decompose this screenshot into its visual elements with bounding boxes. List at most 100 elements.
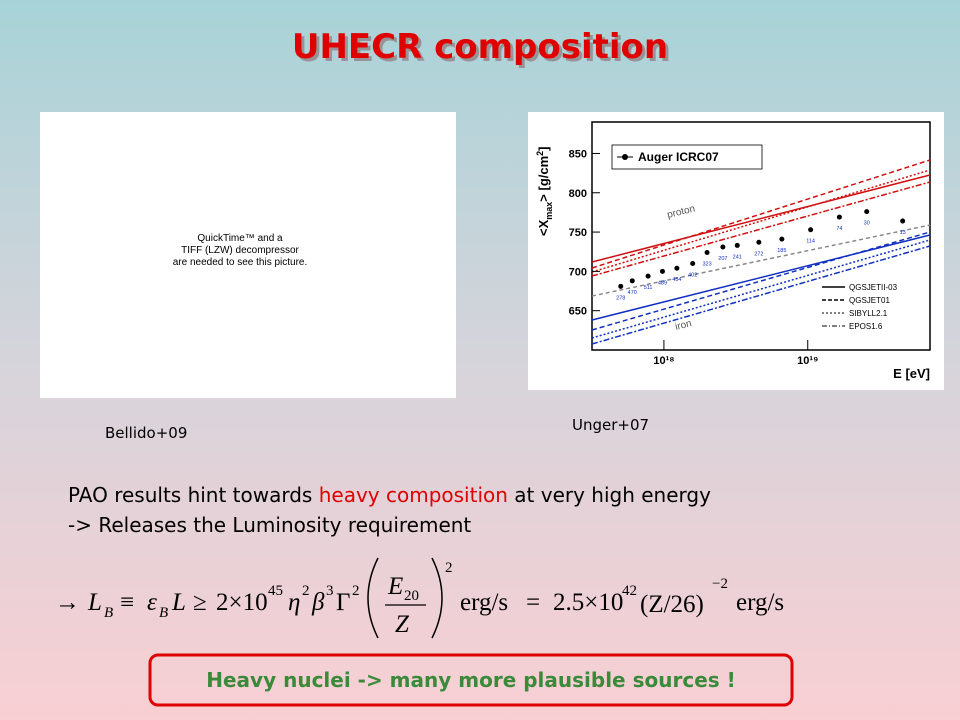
body-line: -> Releases the Luminosity requirement xyxy=(68,513,471,537)
model-line xyxy=(591,234,931,321)
point-count: 323 xyxy=(702,262,711,268)
point-count: 272 xyxy=(754,251,763,257)
point-count: 278 xyxy=(616,295,625,301)
math-symbol: β xyxy=(311,589,325,616)
point-count: 30 xyxy=(864,221,870,227)
model-line xyxy=(591,231,931,331)
point-count: 207 xyxy=(718,256,727,262)
point-count: 402 xyxy=(688,273,697,279)
placeholder-text: QuickTime™ and a xyxy=(197,233,283,244)
caption: Bellido+09 xyxy=(105,424,187,442)
y-label-part: <X xyxy=(536,219,551,236)
y-label-sup: 2 xyxy=(535,151,545,156)
model-legend-label: QGSJETII-03 xyxy=(849,283,898,292)
model-line xyxy=(591,239,931,339)
title: UHECR composition xyxy=(292,27,668,67)
legend-marker xyxy=(622,154,628,160)
model-line xyxy=(591,174,931,263)
model-legend-label: QGSJET01 xyxy=(849,296,890,305)
placeholder-text: are needed to see this picture. xyxy=(173,257,308,268)
model-line xyxy=(591,245,931,345)
math-number: 2.5×10 xyxy=(553,589,623,616)
x-tick-label: 10¹⁹ xyxy=(797,355,818,367)
data-point xyxy=(690,261,696,267)
math-superscript: 2 xyxy=(302,583,310,599)
math-symbol: E xyxy=(387,573,403,600)
body-line: PAO results hint towards heavy compositi… xyxy=(68,483,711,507)
math-symbol: Z xyxy=(395,611,410,638)
point-count: 470 xyxy=(628,290,637,296)
x-tick-label: 10¹⁸ xyxy=(653,355,674,367)
data-point xyxy=(900,218,906,224)
math-subscript: 20 xyxy=(404,588,419,604)
math-superscript: 2 xyxy=(445,560,453,576)
math-symbol: η xyxy=(288,589,300,616)
math-unit: erg/s xyxy=(460,589,508,616)
data-point xyxy=(756,239,762,245)
data-point xyxy=(659,268,665,274)
math-number: 2×10 xyxy=(216,589,268,616)
model-legend-label: EPOS1.6 xyxy=(849,322,883,331)
y-tick-label: 750 xyxy=(569,227,587,239)
y-tick-label: 800 xyxy=(569,188,587,200)
data-point xyxy=(618,283,624,289)
image-placeholder xyxy=(40,112,456,398)
body-text: at very high energy xyxy=(508,483,711,507)
data-point xyxy=(808,227,814,233)
math-symbol: L xyxy=(87,589,102,616)
y-axis-label: <Xmax> [g/cm2] xyxy=(535,146,554,236)
point-count: 74 xyxy=(836,226,842,232)
math-subscript: B xyxy=(159,605,168,621)
math-superscript: −2 xyxy=(712,576,728,592)
paren xyxy=(431,557,443,639)
math-unit: erg/s xyxy=(736,589,784,616)
math-symbol: L xyxy=(171,589,186,616)
highlight: heavy composition xyxy=(319,483,508,507)
legend-label: Auger ICRC07 xyxy=(638,150,719,164)
conclusion: Heavy nuclei -> many more plausible sour… xyxy=(206,668,736,692)
data-point xyxy=(674,265,680,271)
data-point xyxy=(836,214,842,220)
model-line xyxy=(591,159,931,269)
caption: Unger+07 xyxy=(572,416,649,434)
legend-box xyxy=(611,144,763,170)
math-superscript: 3 xyxy=(326,583,334,599)
model-line xyxy=(591,181,931,277)
y-label-part: ] xyxy=(536,146,551,150)
math-superscript: 2 xyxy=(352,583,360,599)
model-lines xyxy=(591,159,931,345)
point-count: 489 xyxy=(658,280,667,286)
math-superscript: 45 xyxy=(268,583,283,599)
data-point xyxy=(734,242,740,248)
data-point xyxy=(720,244,726,250)
data-point xyxy=(645,273,651,279)
formula: → L B ≡ ε B L ≥ 2×10 45 η 2 β 3 Γ 2 E 20… xyxy=(55,557,784,639)
data-point xyxy=(629,278,635,284)
point-count: 241 xyxy=(733,254,742,260)
plot-image: Auger ICRC07 proton iron QGSJETII-03 QGS… xyxy=(528,112,944,390)
body-text: PAO results hint towards xyxy=(68,483,319,507)
math-superscript: 42 xyxy=(622,583,637,599)
math-subscript: B xyxy=(104,605,113,621)
y-label-sub: max xyxy=(544,202,554,220)
y-tick-label: 850 xyxy=(569,148,587,160)
title-shadow: UHECR composition xyxy=(295,30,671,70)
y-tick-label: 700 xyxy=(569,266,587,278)
conclusion-box xyxy=(148,653,794,707)
math-symbol: = xyxy=(526,589,540,616)
math-symbol: → xyxy=(55,589,80,616)
math-symbol: ε xyxy=(147,589,157,616)
data-point xyxy=(704,250,710,256)
placeholder-text: TIFF (LZW) decompressor xyxy=(181,245,299,256)
plot-frame xyxy=(591,121,931,351)
model-legend-label: SIBYLL2.1 xyxy=(849,309,888,318)
data-point xyxy=(779,236,785,242)
point-count: 13 xyxy=(900,230,906,236)
x-axis-label: E [eV] xyxy=(893,366,930,381)
y-label-part: > [g/cm xyxy=(536,156,551,202)
paren xyxy=(367,557,379,639)
math-symbol: ≥ xyxy=(193,589,207,616)
math-group: (Z/26) xyxy=(640,591,704,618)
model-line xyxy=(591,224,931,297)
